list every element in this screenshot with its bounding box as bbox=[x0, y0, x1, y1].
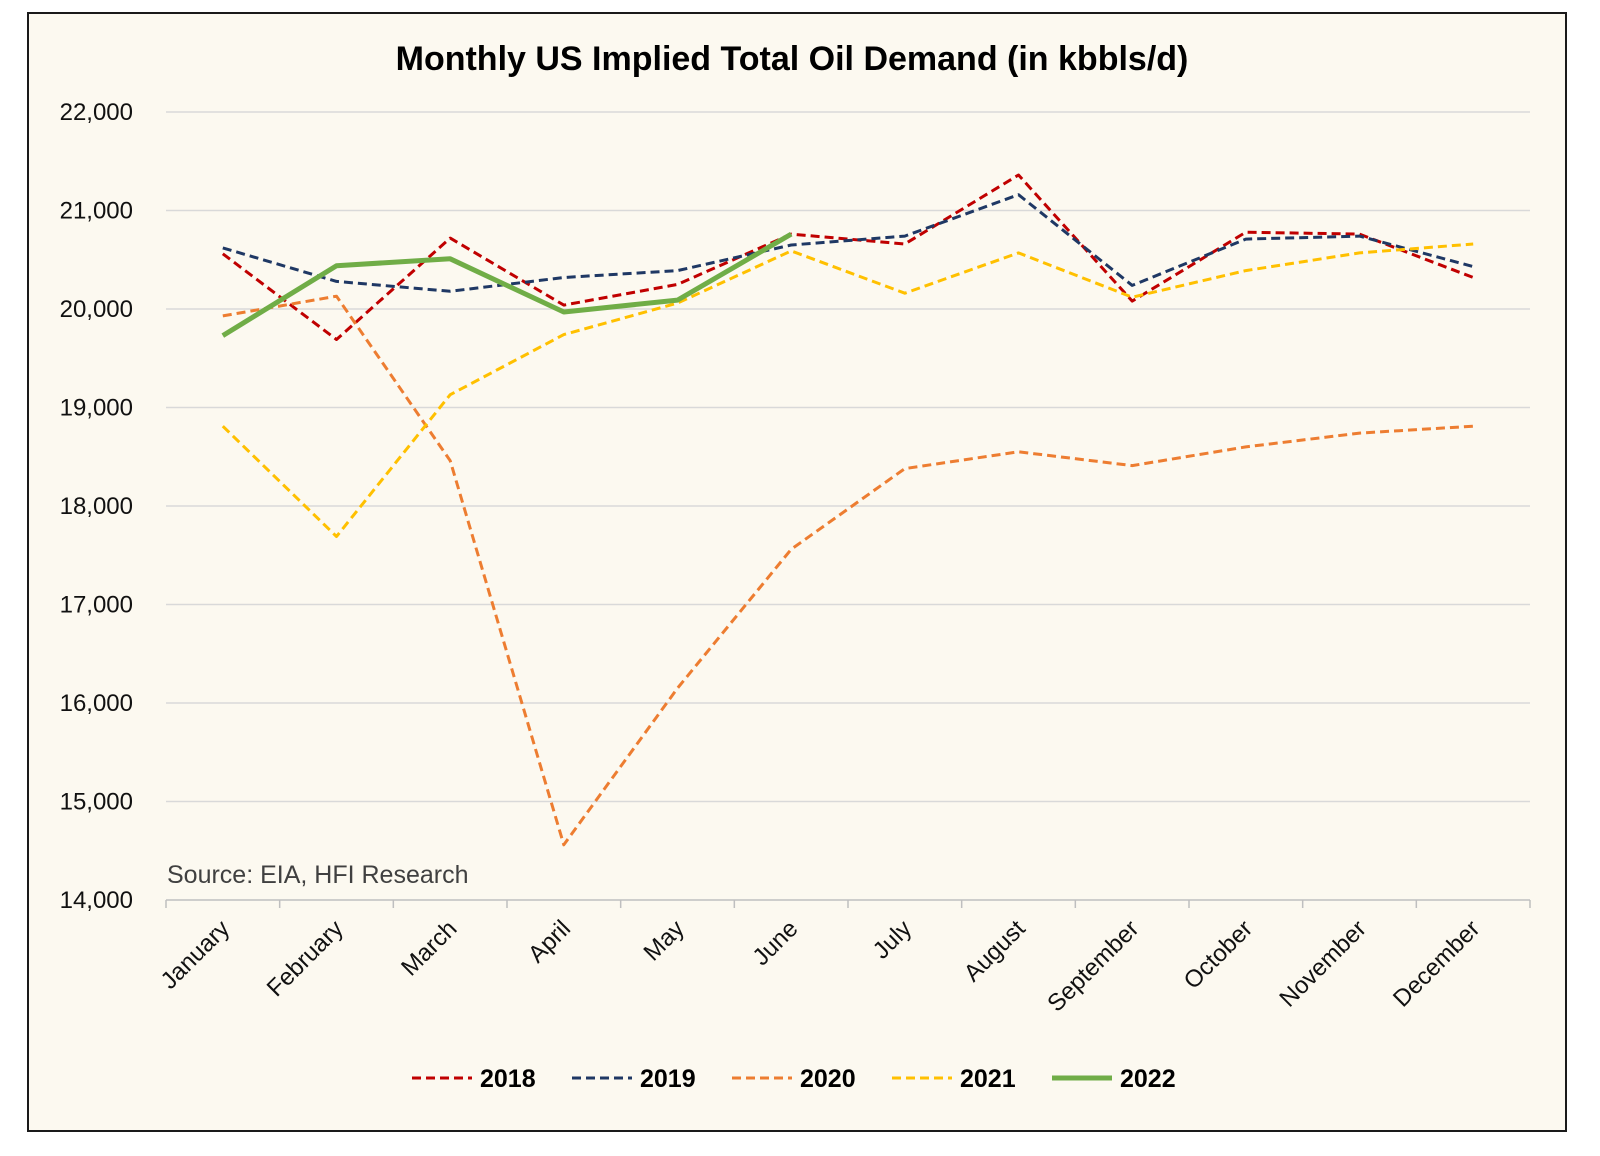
y-tick-label: 22,000 bbox=[60, 99, 133, 126]
y-tick-label: 16,000 bbox=[60, 690, 133, 717]
gridlines bbox=[166, 111, 1530, 803]
x-tick-label: September bbox=[1042, 915, 1144, 1017]
y-tick-label: 17,000 bbox=[60, 592, 133, 619]
chart-title: Monthly US Implied Total Oil Demand (in … bbox=[396, 40, 1189, 78]
x-tick-label: October bbox=[1179, 915, 1258, 994]
legend: 2018 2019 2020 2021 2022 bbox=[412, 1065, 1176, 1093]
x-tick-label: May bbox=[639, 915, 690, 966]
series-line-2022 bbox=[221, 231, 793, 338]
x-tick-label: November bbox=[1274, 915, 1371, 1012]
x-tick-label: March bbox=[396, 915, 462, 981]
legend-label-2019: 2019 bbox=[640, 1065, 696, 1093]
legend-label-2020: 2020 bbox=[800, 1065, 856, 1093]
source-annotation: Source: EIA, HFI Research bbox=[167, 861, 469, 889]
x-axis bbox=[165, 899, 1531, 908]
x-tick-label: February bbox=[262, 915, 349, 1002]
x-tick-label: December bbox=[1388, 915, 1485, 1012]
legend-label-2022: 2022 bbox=[1120, 1065, 1176, 1093]
legend-label-2018: 2018 bbox=[480, 1065, 536, 1093]
legend-label-2021: 2021 bbox=[960, 1065, 1016, 1093]
series-line-2020 bbox=[222, 294, 1474, 847]
x-tick-label: April bbox=[523, 915, 576, 968]
y-tick-label: 14,000 bbox=[60, 887, 133, 914]
series-line-2018 bbox=[221, 173, 1474, 341]
x-tick-label: August bbox=[959, 915, 1031, 987]
y-tick-label: 19,000 bbox=[60, 395, 133, 422]
series-line-2019 bbox=[222, 193, 1474, 293]
x-tick-label: January bbox=[156, 915, 235, 994]
series-line-2021 bbox=[221, 242, 1474, 538]
line-chart: Monthly US Implied Total Oil Demand (in … bbox=[60, 40, 1531, 1093]
chart-frame: Monthly US Implied Total Oil Demand (in … bbox=[27, 12, 1567, 1132]
x-tick-label: June bbox=[748, 915, 804, 971]
y-axis: 14,000 15,000 16,000 17,000 18,000 19,000 20,0… bbox=[60, 99, 133, 914]
plot-area bbox=[221, 173, 1474, 847]
x-tick-label: July bbox=[868, 915, 917, 964]
y-tick-label: 15,000 bbox=[60, 789, 133, 816]
y-tick-label: 18,000 bbox=[60, 493, 133, 520]
y-tick-label: 21,000 bbox=[60, 198, 133, 225]
x-axis-labels: January February March April May June July Augu… bbox=[156, 915, 1486, 1017]
y-tick-label: 20,000 bbox=[60, 296, 133, 323]
